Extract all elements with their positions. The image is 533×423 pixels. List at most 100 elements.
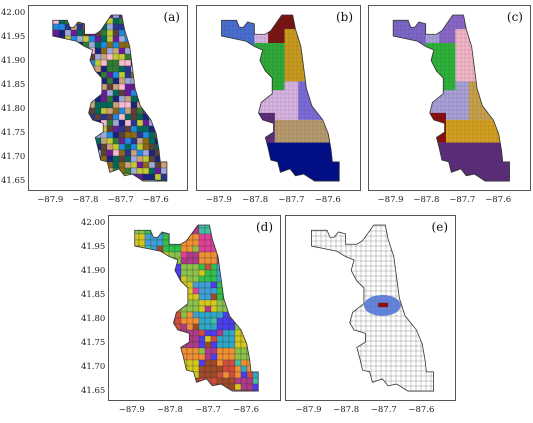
tract-cell bbox=[52, 137, 60, 145]
tract-cell bbox=[29, 60, 35, 66]
tract-cell bbox=[52, 41, 60, 49]
tract-cell bbox=[179, 102, 185, 108]
tract-cell bbox=[130, 149, 138, 157]
tract-cell bbox=[76, 83, 84, 91]
tract-cell bbox=[134, 287, 140, 295]
tract-cell bbox=[204, 239, 212, 247]
tract-cell bbox=[64, 143, 72, 151]
tract-cell bbox=[127, 294, 133, 300]
tract-cell bbox=[185, 168, 187, 174]
tract-cell bbox=[109, 330, 115, 336]
tract-cell bbox=[246, 335, 254, 343]
tract-cell bbox=[173, 180, 179, 186]
tract-cell bbox=[252, 257, 259, 265]
tract-cell bbox=[94, 167, 102, 175]
tract-cell bbox=[162, 383, 170, 391]
tract-cell bbox=[162, 329, 170, 337]
chicago-map-b bbox=[221, 14, 340, 182]
tract-cell bbox=[127, 318, 133, 324]
tract-cell bbox=[121, 258, 127, 264]
tract-cell bbox=[228, 287, 236, 295]
tract-cell bbox=[252, 335, 259, 343]
tract-cell bbox=[166, 143, 167, 151]
tract-cell bbox=[115, 222, 121, 228]
tract-cell bbox=[83, 6, 89, 12]
tract-cell bbox=[252, 323, 259, 331]
tract-cell bbox=[204, 323, 212, 331]
x-tick-label: −87.8 bbox=[72, 195, 99, 205]
tract-cell bbox=[155, 186, 161, 190]
tract-cell bbox=[115, 258, 121, 264]
tract-cell bbox=[142, 35, 150, 43]
tract-cell bbox=[168, 359, 176, 367]
tract-cell bbox=[252, 275, 259, 283]
tract-cell bbox=[76, 53, 84, 61]
tract-cell bbox=[143, 186, 149, 190]
tract-cell bbox=[145, 216, 151, 222]
tract-cell bbox=[240, 227, 248, 235]
tract-cell bbox=[186, 225, 194, 229]
tract-cell bbox=[58, 29, 66, 37]
tract-cell bbox=[174, 275, 182, 283]
tract-cell bbox=[148, 161, 156, 169]
tract-cell bbox=[58, 53, 66, 61]
tract-cell bbox=[156, 287, 164, 295]
tract-cell bbox=[112, 23, 120, 31]
tract-cell bbox=[127, 324, 133, 330]
tract-cell bbox=[136, 47, 144, 55]
tract-cell bbox=[179, 144, 185, 150]
tract-cell bbox=[138, 347, 146, 355]
tract-cell bbox=[52, 95, 54, 103]
tract-cell bbox=[148, 137, 156, 145]
tract-cell bbox=[124, 77, 132, 85]
tract-cell bbox=[112, 155, 120, 163]
tract-cell bbox=[118, 89, 126, 97]
tract-cell bbox=[252, 287, 259, 295]
tract-cell bbox=[115, 384, 121, 390]
tract-cell bbox=[35, 156, 41, 162]
tract-cell bbox=[271, 378, 277, 384]
city-outline bbox=[392, 14, 510, 182]
map-frame-e: (e) bbox=[285, 215, 456, 401]
tract-cell bbox=[109, 336, 115, 342]
tract-cell bbox=[156, 299, 164, 307]
tract-cell bbox=[29, 84, 35, 90]
tract-cell bbox=[259, 312, 265, 318]
tract-cell bbox=[144, 311, 152, 319]
tract-cell bbox=[154, 149, 162, 157]
tract-cell bbox=[70, 113, 78, 121]
tract-cell bbox=[127, 276, 133, 282]
tract-cell bbox=[88, 35, 96, 43]
tract-cell bbox=[265, 336, 271, 342]
tract-cell bbox=[246, 317, 254, 325]
tract-cell bbox=[192, 359, 200, 367]
tract-cell bbox=[271, 246, 277, 252]
tract-cell bbox=[150, 329, 158, 337]
tract-cell bbox=[52, 179, 54, 182]
tract-cell bbox=[52, 143, 54, 151]
tract-cell bbox=[109, 390, 115, 396]
tract-cell bbox=[179, 54, 185, 60]
tract-cell bbox=[271, 252, 277, 258]
tract-cell bbox=[82, 23, 90, 31]
tract-cell bbox=[52, 29, 54, 37]
tract-cell bbox=[124, 179, 132, 182]
tract-cell bbox=[180, 293, 188, 301]
tract-cell bbox=[180, 311, 188, 319]
tract-cell bbox=[166, 131, 167, 139]
tract-cell bbox=[156, 227, 164, 235]
tract-cell bbox=[228, 377, 236, 385]
city-outline bbox=[221, 14, 340, 182]
tract-cell bbox=[210, 293, 218, 301]
tract-cell bbox=[130, 47, 138, 55]
tract-cell bbox=[160, 71, 167, 79]
tract-cell bbox=[222, 275, 230, 283]
tract-cell bbox=[154, 41, 162, 49]
tract-cell bbox=[127, 216, 133, 222]
tract-cell bbox=[277, 252, 280, 258]
tract-cell bbox=[154, 167, 162, 175]
tract-cell bbox=[185, 120, 187, 126]
tract-cell bbox=[100, 137, 108, 145]
tract-cell bbox=[228, 245, 236, 253]
tract-cell bbox=[168, 377, 176, 385]
